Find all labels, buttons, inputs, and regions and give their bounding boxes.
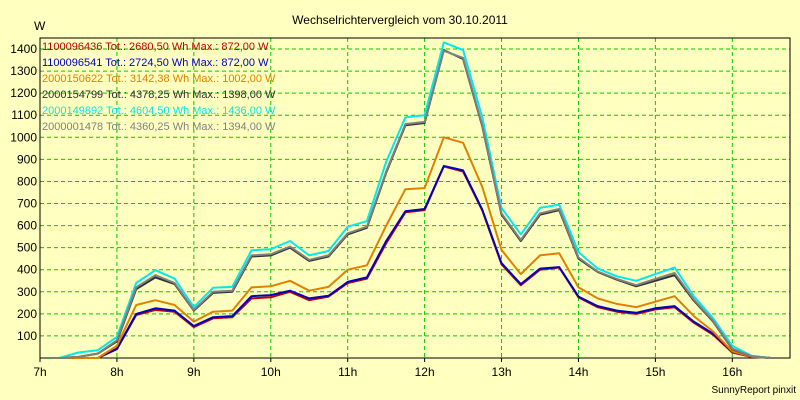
x-tick-label: 15h (645, 365, 665, 379)
chart-credit: SunnyReport pinxit (712, 385, 797, 396)
x-tick-label: 13h (492, 365, 512, 379)
y-tick-label: 200 (17, 307, 37, 321)
legend-entry-1100096436: 1100096436 Tot.: 2680,50 Wh Max.: 872,00… (42, 41, 269, 53)
y-tick-label: 400 (17, 263, 37, 277)
legend-entry-2000154799: 2000154799 Tot.: 4378,25 Wh Max.: 1398,0… (42, 89, 276, 101)
chart-title: Wechselrichtervergleich vom 30.10.2011 (292, 13, 508, 27)
x-tick-label: 11h (338, 365, 357, 379)
series-line-1100096436 (59, 165, 771, 359)
x-tick-label: 10h (261, 365, 281, 379)
legend: 1100096436 Tot.: 2680,50 Wh Max.: 872,00… (42, 41, 276, 133)
grid (40, 38, 790, 358)
x-tick-label: 16h (722, 365, 742, 379)
y-tick-label: 1100 (11, 108, 37, 122)
series-line-2000150622 (59, 136, 771, 359)
y-tick-label: 900 (17, 152, 37, 166)
series-line-2000149892 (58, 41, 771, 359)
y-tick-label: 300 (17, 285, 37, 299)
x-axis: 7h 8h 9h 10h 11h 12h 13h 14h 15h 16h (33, 358, 742, 379)
y-tick-label: 100 (17, 329, 37, 343)
y-tick-label: 700 (17, 197, 37, 211)
x-tick-label: 9h (187, 365, 200, 379)
legend-entry-1100096541: 1100096541 Tot.: 2724,50 Wh Max.: 872,00… (42, 57, 269, 69)
legend-entry-2000001478: 2000001478 Tot.: 4360,25 Wh Max.: 1394,0… (42, 121, 276, 133)
x-tick-label: 14h (568, 365, 588, 379)
legend-entry-2000150622: 2000150622 Tot.: 3142,38 Wh Max.: 1002,0… (42, 73, 276, 85)
y-tick-label: 1400 (10, 42, 37, 56)
x-tick-label: 8h (110, 365, 123, 379)
y-axis-label: W (34, 19, 46, 33)
legend-entry-2000149892: 2000149892 Tot.: 4604,50 Wh Max.: 1436,0… (42, 105, 276, 117)
x-tick-label: 7h (33, 365, 46, 379)
y-tick-label: 600 (17, 219, 37, 233)
y-tick-label: 800 (17, 174, 37, 188)
series-line-2000001478 (59, 49, 771, 359)
y-tick-label: 1200 (10, 86, 37, 100)
x-tick-label: 12h (415, 365, 435, 379)
plot-frame (39, 37, 791, 359)
y-tick-label: 500 (17, 241, 37, 255)
series-line-1100096541 (59, 165, 771, 359)
y-tick-label: 1000 (10, 130, 37, 144)
y-axis: 100 200 300 400 500 600 700 800 900 1000 1100 1200 1… (10, 42, 37, 343)
y-tick-label: 1300 (10, 64, 37, 78)
series-lines (58, 41, 771, 359)
